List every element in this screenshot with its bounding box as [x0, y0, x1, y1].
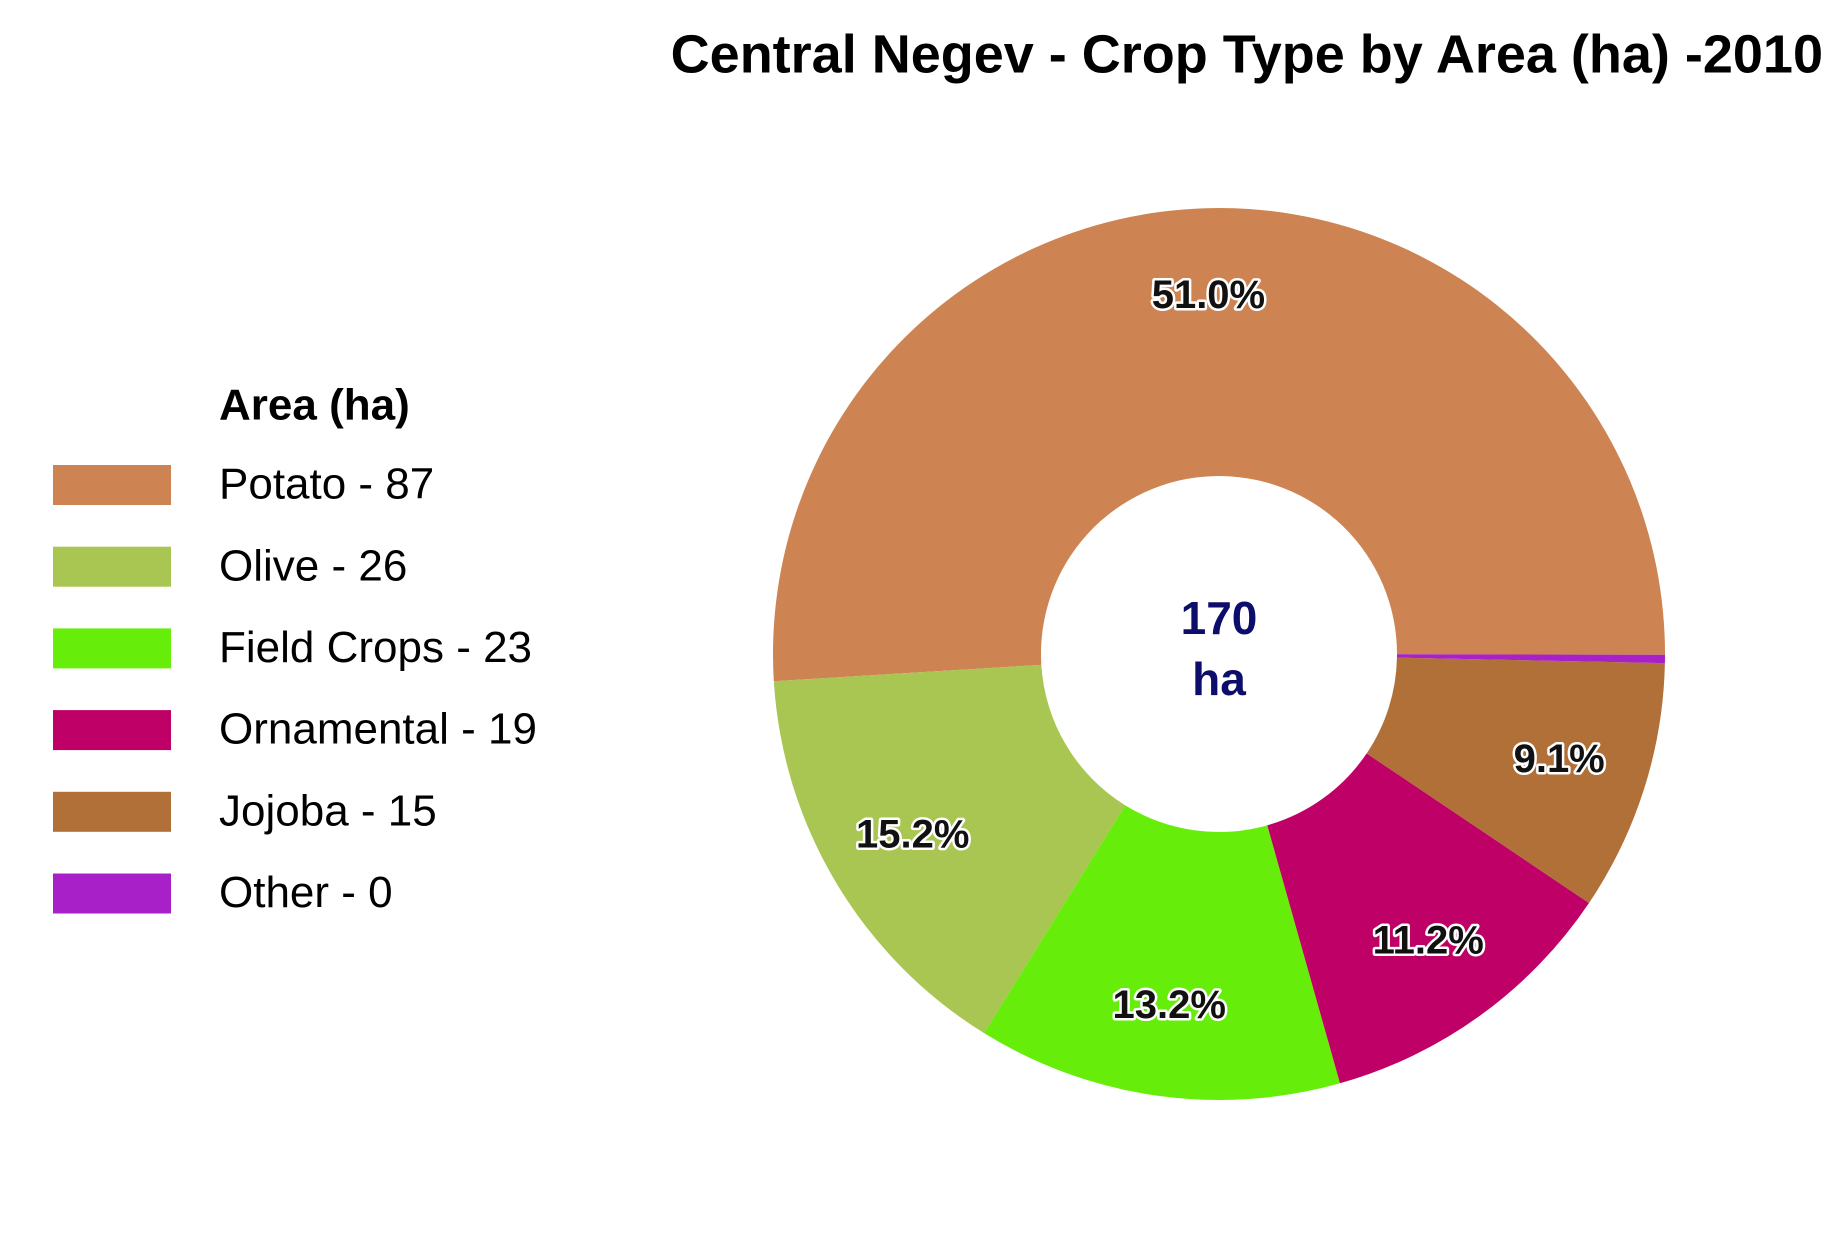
legend-swatch — [53, 628, 171, 669]
data-label: 13.2% — [1113, 983, 1226, 1027]
data-label: 11.2% — [1373, 919, 1484, 963]
center-label: ha — [1192, 653, 1246, 705]
legend-title: Area (ha) — [219, 381, 410, 430]
legend-label: Field Crops - 23 — [219, 623, 532, 672]
chart-title: Central Negev - Crop Type by Area (ha) -… — [671, 24, 1823, 84]
donut-slice — [1396, 654, 1665, 664]
legend-label: Ornamental - 19 — [219, 705, 537, 754]
donut-slice — [773, 664, 1126, 1034]
donut-slice — [984, 805, 1340, 1100]
center-label: 170 — [1181, 592, 1258, 644]
donut-slice — [1267, 753, 1590, 1084]
legend-label: Potato - 87 — [219, 460, 434, 509]
data-label: 51.0% — [1152, 273, 1265, 317]
data-label: 15.2% — [856, 813, 969, 857]
data-label: 9.1% — [1514, 737, 1605, 781]
legend-swatch — [53, 465, 171, 505]
legend-label: Other - 0 — [219, 868, 393, 917]
legend-swatch — [53, 710, 171, 751]
donut-slice — [1366, 657, 1665, 904]
legend-label: Olive - 26 — [219, 541, 407, 590]
legend-swatch — [53, 791, 171, 832]
donut-slice — [772, 207, 1665, 682]
legend-swatch — [53, 873, 171, 914]
legend-label: Jojoba - 15 — [219, 786, 437, 835]
legend-swatch — [53, 546, 171, 587]
